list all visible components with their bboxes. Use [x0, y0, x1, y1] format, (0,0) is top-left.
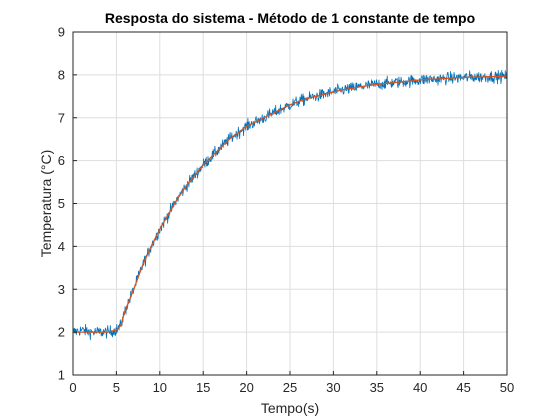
x-tick-label: 40	[413, 380, 427, 395]
series-layer	[72, 69, 508, 341]
y-tick-label: 9	[58, 25, 65, 40]
x-tick-label: 20	[239, 380, 253, 395]
y-tick-label: 7	[58, 110, 65, 125]
y-tick-label: 8	[58, 67, 65, 82]
x-tick-label: 50	[500, 380, 514, 395]
x-tick-label: 0	[69, 380, 76, 395]
y-tick-label: 3	[58, 282, 65, 297]
x-tick-label: 25	[283, 380, 297, 395]
y-tick-label: 2	[58, 325, 65, 340]
grid-lines	[72, 31, 508, 376]
x-tick-label: 30	[326, 380, 340, 395]
y-tick-label: 4	[58, 239, 65, 254]
x-tick-label: 15	[196, 380, 210, 395]
y-tick-label: 1	[58, 368, 65, 383]
series-line-fit	[73, 75, 508, 333]
x-axis-label: Tempo(s)	[261, 400, 319, 416]
x-tick-label: 5	[113, 380, 120, 395]
x-tick-label: 10	[153, 380, 167, 395]
x-tick-label: 45	[456, 380, 470, 395]
y-axis-label: Temperatura (°C)	[38, 150, 54, 258]
y-tick-label: 6	[58, 153, 65, 168]
x-tick-label: 35	[370, 380, 384, 395]
chart-title: Resposta do sistema - Método de 1 consta…	[105, 10, 475, 26]
y-tick-label: 5	[58, 196, 65, 211]
